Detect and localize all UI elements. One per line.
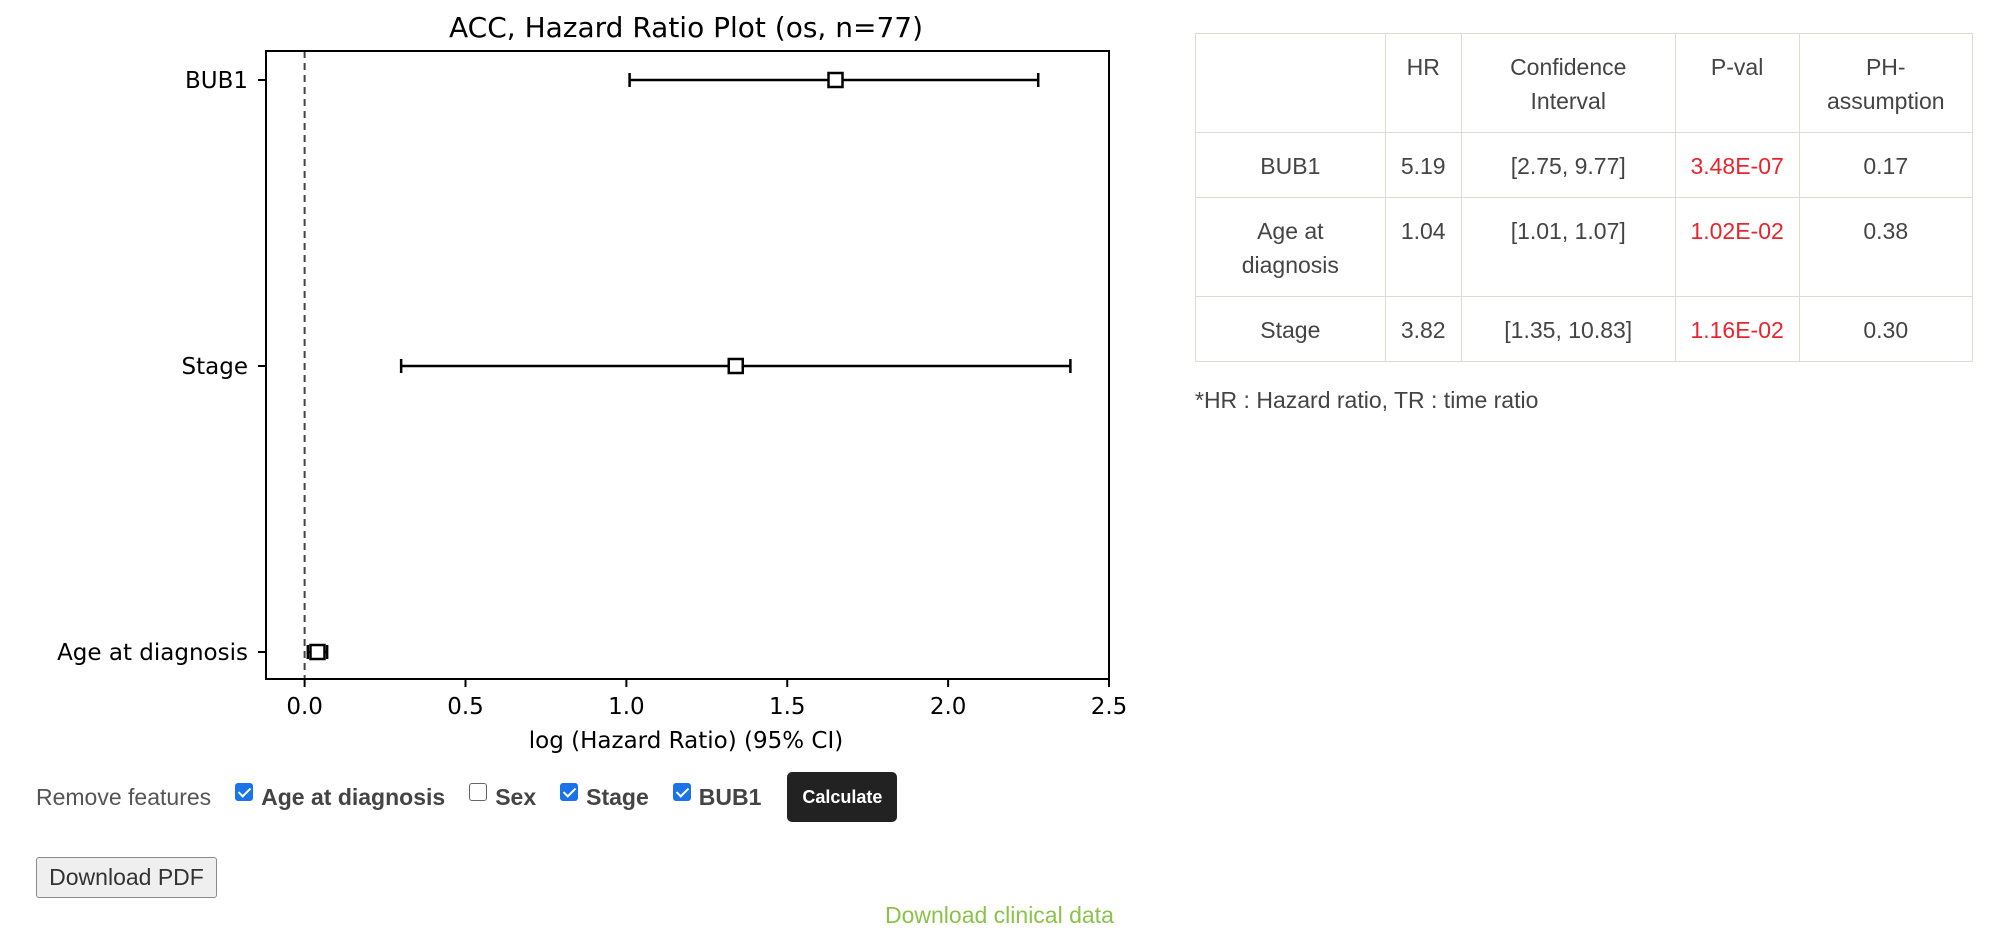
stage-checkbox[interactable] (560, 783, 579, 801)
hr-marker (727, 357, 745, 375)
chart-title: ACC, Hazard Ratio Plot (os, n=77) (449, 11, 923, 44)
feature-option-sex[interactable]: Sex (469, 783, 537, 811)
table-footnote: *HR : Hazard ratio, TR : time ratio (1195, 387, 1539, 413)
sex-checkbox[interactable] (469, 783, 488, 801)
header-confidence-interval: Confidence Interval (1460, 33, 1676, 133)
row-pval: 1.16E-02 (1674, 296, 1800, 362)
y-axis-labels: BUB1 Stage Age at diagnosis (57, 68, 266, 666)
download-pdf-button[interactable]: Download PDF (36, 857, 217, 898)
age-checkbox[interactable] (235, 783, 254, 801)
feature-option-bub1[interactable]: BUB1 (672, 783, 762, 811)
x-axis-label: log (Hazard Ratio) (95% CI) (529, 728, 843, 754)
row-ci: [1.35, 10.83] (1460, 296, 1676, 362)
feature-option-age[interactable]: Age at diagnosis (235, 783, 446, 811)
remove-features-label: Remove features (36, 783, 212, 810)
table-row: BUB1 5.19 [2.75, 9.77] 3.48E-07 0.17 (1195, 132, 1973, 198)
row-ci: [1.01, 1.07] (1460, 197, 1676, 297)
x-tick-label: 1.0 (608, 694, 645, 720)
feature-option-label: Stage (586, 783, 649, 810)
row-pval: 3.48E-07 (1674, 132, 1800, 198)
plot-frame (265, 50, 1110, 680)
header-hr: HR (1384, 33, 1462, 133)
header-feature (1195, 33, 1386, 133)
x-tick-label: 2.0 (930, 694, 967, 720)
x-tick-label: 2.5 (1091, 694, 1128, 720)
table-header-row: HR Confidence Interval P-val PH-assumpti… (1195, 33, 1973, 133)
table-row: Age at diagnosis 1.04 [1.01, 1.07] 1.02E… (1195, 197, 1973, 297)
results-table: HR Confidence Interval P-val PH-assumpti… (1195, 33, 1973, 362)
row-ci: [2.75, 9.77] (1460, 132, 1676, 198)
table-row: Stage 3.82 [1.35, 10.83] 1.16E-02 0.30 (1195, 296, 1973, 362)
x-axis-ticks: 0.0 0.5 1.0 1.5 2.0 2.5 (286, 679, 1127, 720)
bub1-checkbox[interactable] (672, 783, 691, 801)
hr-marker (827, 71, 844, 89)
row-ph: 0.38 (1798, 197, 1973, 297)
header-ph-assumption: PH-assumption (1798, 33, 1973, 133)
feature-option-label: Sex (495, 783, 537, 810)
x-tick-label: 1.5 (769, 694, 806, 720)
header-pval: P-val (1674, 33, 1800, 133)
row-feature: BUB1 (1195, 132, 1386, 198)
y-tick-label: Stage (182, 354, 248, 380)
row-hr: 3.82 (1384, 296, 1462, 362)
row-feature: Stage (1195, 296, 1386, 362)
download-clinical-data-link[interactable]: Download clinical data (885, 902, 1114, 928)
feature-option-label: BUB1 (698, 783, 762, 810)
row-ph: 0.30 (1798, 296, 1973, 362)
row-pval: 1.02E-02 (1674, 197, 1800, 297)
y-tick-label: Age at diagnosis (57, 640, 248, 666)
errorbar-layer (306, 71, 1072, 661)
row-feature: Age at diagnosis (1195, 197, 1386, 297)
remove-features-controls: Remove features Age at diagnosis Sex Sta… (36, 772, 898, 822)
x-tick-label: 0.0 (286, 694, 323, 720)
row-hr: 5.19 (1384, 132, 1462, 198)
row-ph: 0.17 (1798, 132, 1973, 198)
feature-option-label: Age at diagnosis (261, 783, 446, 810)
hr-marker (309, 643, 326, 661)
y-tick-label: BUB1 (185, 68, 248, 94)
feature-option-stage[interactable]: Stage (560, 783, 649, 811)
calculate-button[interactable]: Calculate (787, 772, 898, 822)
x-tick-label: 0.5 (447, 694, 484, 720)
row-hr: 1.04 (1384, 197, 1462, 297)
hazard-ratio-plot: ACC, Hazard Ratio Plot (os, n=77) BUB1 St… (57, 11, 1127, 754)
